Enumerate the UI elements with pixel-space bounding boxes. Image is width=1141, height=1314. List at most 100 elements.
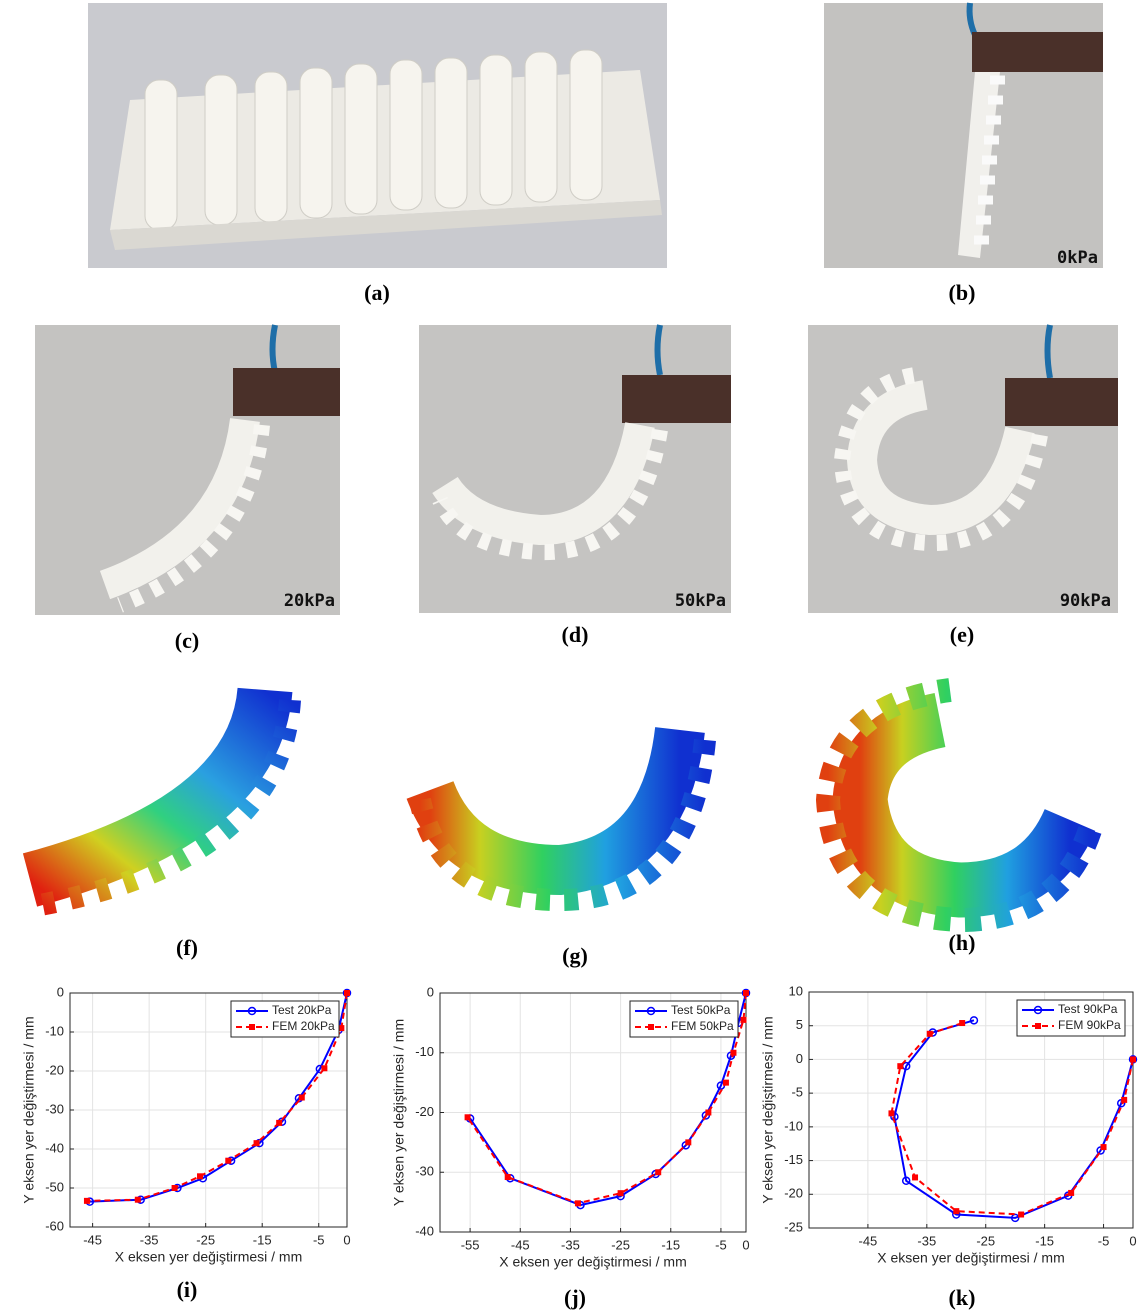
panel-label: (c) [175,628,199,653]
panel-label: (a) [364,280,390,305]
legend-marker [249,1024,255,1030]
legend-marker [648,1024,654,1030]
x-tick-label: -45 [859,1233,878,1248]
x-tick-label: -5 [715,1237,727,1252]
photo-a [88,3,667,268]
y-tick-label: -30 [415,1164,434,1179]
point [953,1208,959,1214]
panel-label: (j) [564,1285,586,1310]
x-axis-label: X eksen yer değiştirmesi / mm [499,1254,687,1270]
y-tick-label: -40 [45,1140,64,1155]
legend-marker [1035,1023,1041,1029]
point [927,1031,933,1037]
point [705,1110,711,1116]
y-tick-label: -20 [415,1104,434,1119]
x-tick-label: 0 [1129,1233,1136,1248]
y-tick-label: 0 [427,984,434,999]
y-tick-label: -30 [45,1101,64,1116]
y-tick-label: -10 [45,1023,64,1038]
y-axis-label: Y eksen yer değiştirmesi / mm [760,1016,776,1203]
legend-label: FEM 20kPa [272,1019,335,1033]
y-tick-label: -20 [784,1186,803,1201]
x-tick-label: -35 [561,1237,580,1252]
point [197,1173,203,1179]
legend-label: Test 50kPa [671,1003,731,1017]
point [959,1020,965,1026]
x-axis-label: X eksen yer değiştirmesi / mm [115,1249,303,1265]
point [740,1017,746,1023]
y-tick-label: -40 [415,1223,434,1238]
x-tick-label: -5 [313,1232,325,1247]
point [1101,1144,1107,1150]
point [84,1198,90,1204]
x-tick-label: -25 [196,1232,215,1247]
panel-label: (e) [950,622,974,647]
x-tick-label: -55 [461,1237,480,1252]
point [172,1185,178,1191]
x-tick-label: -45 [511,1237,530,1252]
panel-label: (f) [176,935,198,960]
panel-label: (h) [949,930,976,955]
x-tick-label: 0 [343,1232,350,1247]
y-tick-label: 0 [796,1051,803,1066]
legend-label: FEM 90kPa [1058,1018,1121,1032]
photo-e [808,325,1118,613]
x-tick-label: -45 [83,1232,102,1247]
x-tick-label: -25 [611,1237,630,1252]
point [225,1158,231,1164]
y-tick-label: 5 [796,1017,803,1032]
point [344,990,350,996]
x-tick-label: -35 [140,1232,159,1247]
panel-label: (k) [949,1285,976,1310]
photo-c [35,325,340,615]
x-axis-label: X eksen yer değiştirmesi / mm [877,1250,1065,1266]
point [276,1120,282,1126]
y-axis-label: Y eksen yer değiştirmesi / mm [391,1019,407,1206]
y-tick-label: -20 [45,1062,64,1077]
panel-label: (i) [177,1277,198,1302]
x-tick-label: -15 [661,1237,680,1252]
y-tick-label: -5 [791,1085,803,1100]
figure: (a)(b)(c)(d)(e)(f)(g)(h)(i)(j)(k)0kPa20k… [0,0,1141,1314]
y-tick-label: 10 [789,983,803,998]
fem-h [828,690,1090,920]
point [1018,1212,1024,1218]
y-tick-label: -25 [784,1219,803,1234]
y-tick-label: -10 [784,1118,803,1133]
point [299,1095,305,1101]
x-tick-label: -35 [917,1233,936,1248]
legend-label: Test 90kPa [1058,1002,1118,1016]
point [730,1050,736,1056]
point [135,1197,141,1203]
legend-label: FEM 50kPa [671,1019,734,1033]
x-tick-label: 0 [742,1237,749,1252]
x-tick-label: -15 [1035,1233,1054,1248]
y-axis-label: Y eksen yer değiştirmesi / mm [21,1016,37,1203]
y-tick-label: -10 [415,1044,434,1059]
legend-label: Test 20kPa [272,1003,332,1017]
panel-label: (d) [562,622,589,647]
point [505,1174,511,1180]
point [254,1140,260,1146]
point [743,990,749,996]
point [912,1174,918,1180]
x-tick-label: -25 [976,1233,995,1248]
panel-label: (g) [562,943,588,968]
point [897,1063,903,1069]
y-tick-label: 0 [57,984,64,999]
point [321,1065,327,1071]
photo-d [419,325,731,613]
pressure-label: 20kPa [284,591,335,611]
point [685,1139,691,1145]
x-tick-label: -15 [253,1232,272,1247]
point [723,1080,729,1086]
y-tick-label: -15 [784,1152,803,1167]
fem-f [30,690,290,905]
pressure-label: 50kPa [675,591,726,611]
point [1068,1190,1074,1196]
point [575,1200,581,1206]
point [618,1190,624,1196]
pressure-label: 90kPa [1060,591,1111,611]
